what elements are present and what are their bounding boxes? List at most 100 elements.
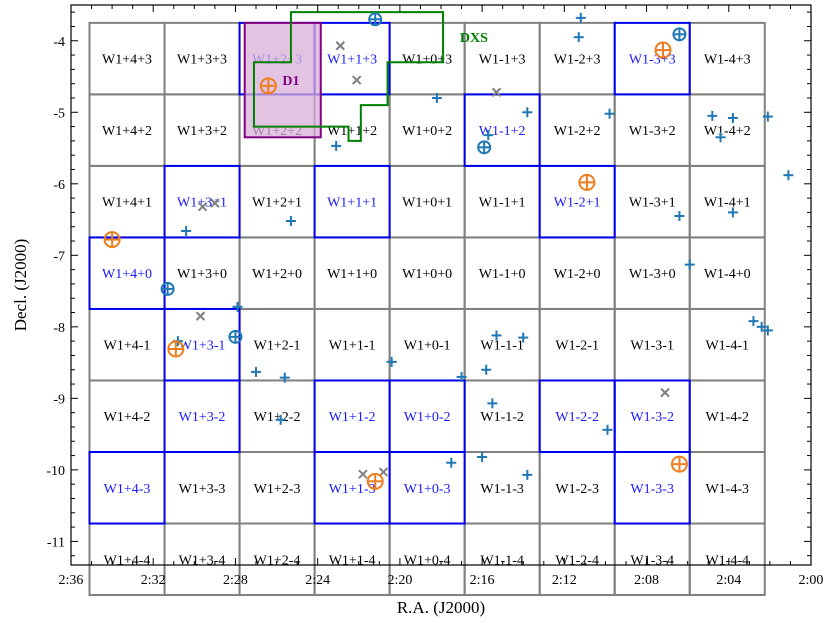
field-label: W1-2-3 [555, 482, 599, 497]
field-label: W1+3+0 [177, 267, 227, 282]
data-point-circle-plus [477, 140, 492, 155]
data-point-plus [386, 356, 397, 367]
field-label: W1+0-1 [404, 339, 451, 354]
field-label: W1-1-2 [480, 410, 524, 425]
data-point-circle-plus [160, 281, 175, 296]
field-label: W1+4+0 [102, 267, 152, 282]
data-point-plus [232, 301, 243, 312]
field-label: W1-4-1 [705, 339, 749, 354]
data-point-plus [783, 170, 794, 181]
data-point-plus [684, 259, 695, 270]
data-point-plus [285, 215, 296, 226]
field-label: W1+3-1 [179, 339, 226, 354]
data-point-plus [275, 414, 286, 425]
field-label: W1-1+2 [479, 124, 526, 139]
data-point-plus [727, 207, 738, 218]
data-point-plus [456, 371, 467, 382]
data-point-plus [715, 132, 726, 143]
x-tick-label: 2:00 [799, 573, 824, 588]
data-point-plus [331, 140, 342, 151]
field-box [463, 93, 541, 167]
data-point-x [197, 201, 208, 212]
data-point-x [491, 87, 502, 97]
field-label: W1+0+2 [402, 124, 452, 139]
x-tick-label: 2:28 [223, 573, 248, 588]
x-tick-label: 2:04 [716, 573, 741, 588]
field-label: W1+1-4 [329, 553, 376, 568]
field-label: W1-1+3 [479, 53, 526, 68]
field-label: W1-2+1 [554, 196, 601, 211]
data-point-plus [575, 12, 586, 23]
region-dxs-outline [252, 11, 445, 142]
field-label: W1+4+3 [102, 53, 152, 68]
data-point-plus [431, 92, 442, 103]
region-dxs-label: DXS [460, 31, 488, 46]
field-label: W1-4-2 [705, 410, 749, 425]
field-label: W1+2-3 [254, 482, 301, 497]
data-point-plus [483, 130, 494, 141]
field-box [538, 164, 616, 239]
field-box [88, 450, 166, 525]
data-point-x [195, 311, 206, 321]
field-label: W1-3+2 [629, 124, 676, 139]
data-point-plus [762, 325, 773, 336]
field-label: W1-2-4 [555, 553, 599, 568]
field-label: W1+3-4 [179, 553, 226, 568]
regions-layer: D1 DXS [243, 11, 488, 142]
y-tick-label: -11 [47, 535, 65, 550]
data-point-plus [756, 321, 767, 332]
region-d1-box [243, 21, 322, 139]
data-point-circle-plus [578, 173, 596, 191]
field-label: W1+3+1 [177, 196, 227, 211]
field-label: W1+0+0 [402, 267, 452, 282]
x-tick-label: 2:32 [141, 573, 166, 588]
data-point-plus [707, 110, 718, 121]
data-point-circle-plus [654, 41, 672, 59]
data-point-plus [487, 398, 498, 409]
data-point-plus [674, 210, 685, 221]
field-label: W1+3+3 [177, 53, 227, 68]
field-label: W1-3-1 [630, 339, 674, 354]
data-point-plus [518, 332, 529, 343]
data-point-circle-plus [167, 340, 185, 358]
data-point-plus [279, 372, 290, 383]
region-d1-label: D1 [282, 74, 299, 89]
field-box [388, 450, 466, 525]
y-tick-label: -4 [53, 35, 65, 50]
data-point-circle-plus [366, 472, 384, 490]
field-box [613, 450, 691, 525]
field-label: W1-2+3 [554, 53, 601, 68]
field-label: W1+1+1 [327, 196, 377, 211]
field-label: W1+2-4 [254, 553, 301, 568]
field-label: W1-2-2 [555, 410, 599, 425]
field-label: W1+0-2 [404, 410, 451, 425]
field-label: W1-4+1 [704, 196, 751, 211]
field-label: W1+2-1 [254, 339, 301, 354]
field-label: W1-4-3 [705, 482, 749, 497]
field-label: W1-1+1 [479, 196, 526, 211]
field-box [88, 236, 166, 310]
x-axis-title: R.A. (J2000) [397, 598, 485, 617]
field-label: W1+3-2 [179, 410, 226, 425]
field-box [313, 164, 391, 239]
field-box [163, 379, 241, 453]
data-point-x [352, 75, 362, 85]
data-point-x [660, 387, 670, 398]
data-point-plus [604, 108, 615, 119]
data-point-circle-plus [672, 27, 687, 42]
field-label: W1-4+2 [704, 124, 751, 139]
y-tick-label: -10 [46, 464, 65, 479]
axes-layer: 2:36 2:32 2:28 2:24 2:20 2:16 2:12 2:08 2:04 2:00… [11, 4, 824, 617]
field-label: W1-3-2 [630, 410, 674, 425]
data-point-plus [481, 364, 492, 375]
field-label: W1+4-4 [104, 553, 151, 568]
data-point-plus [573, 32, 584, 43]
field-label: W1+4+2 [102, 124, 152, 139]
field-label: W1+2+0 [252, 267, 302, 282]
field-label: W1-3+0 [629, 267, 676, 282]
field-label: W1-2+2 [554, 124, 601, 139]
field-label: W1+4+1 [102, 196, 152, 211]
field-label: W1+2+1 [252, 196, 302, 211]
x-tick-label: 2:24 [305, 573, 330, 588]
field-label: W1-1-3 [480, 482, 524, 497]
